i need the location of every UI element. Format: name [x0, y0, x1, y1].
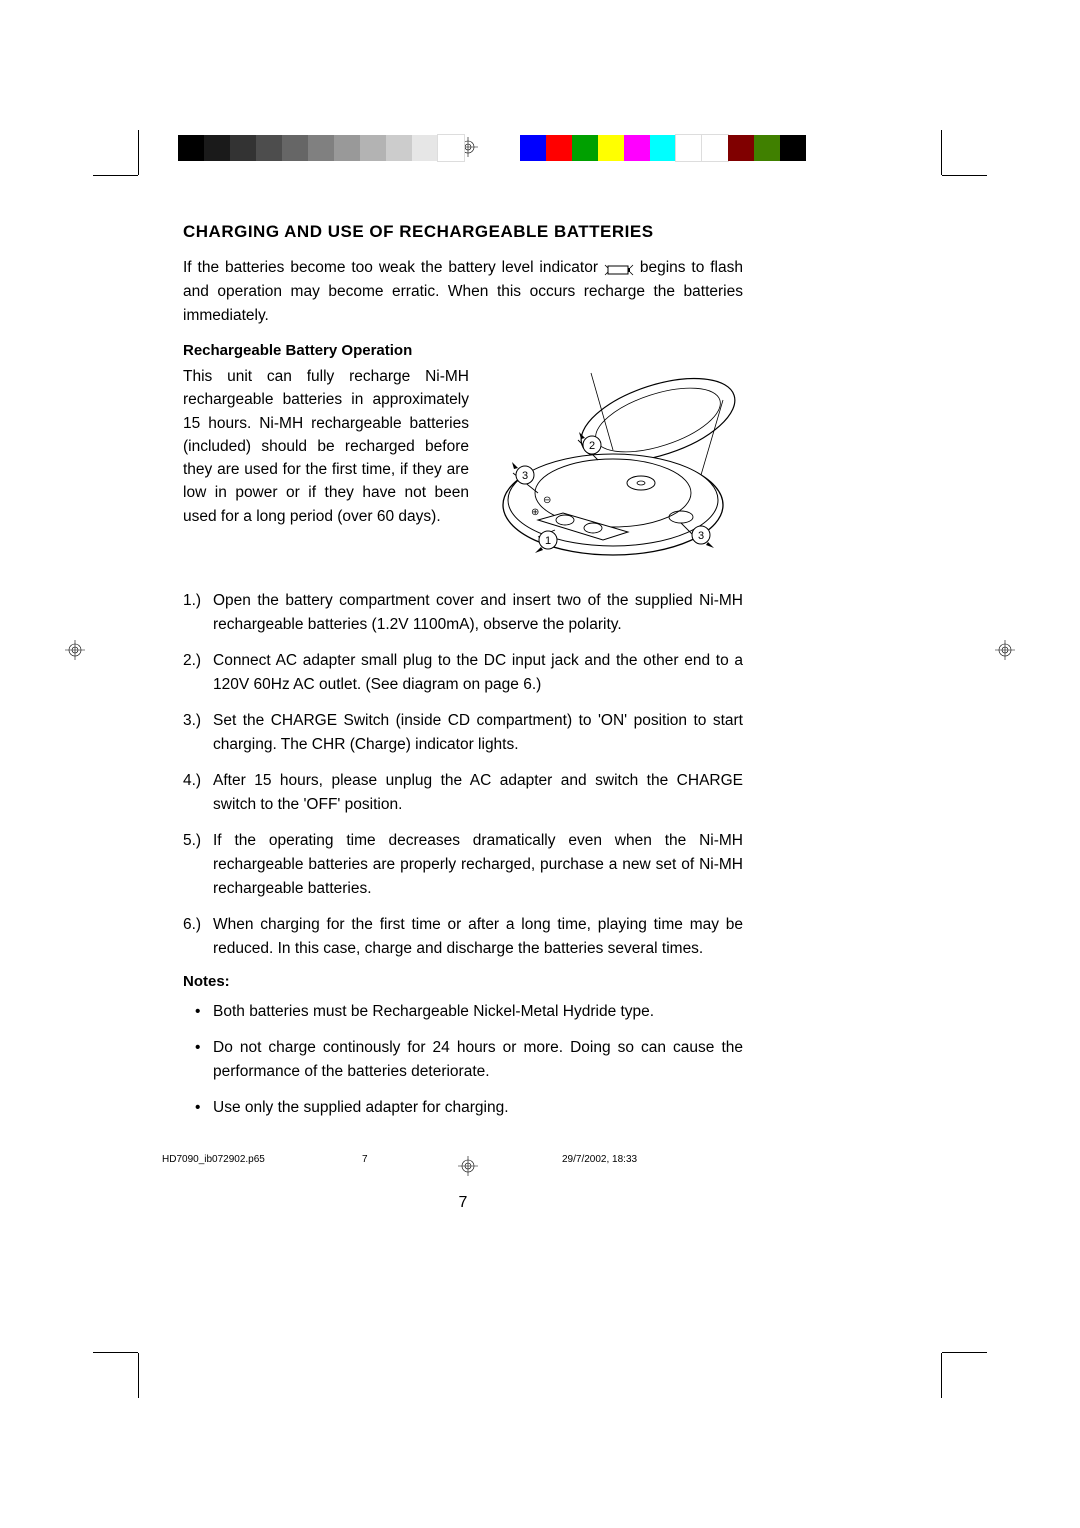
steps-list: Open the battery compartment cover and i… [183, 589, 743, 961]
section-title: CHARGING AND USE OF RECHARGEABLE BATTERI… [183, 222, 743, 242]
page-content: CHARGING AND USE OF RECHARGEABLE BATTERI… [183, 222, 743, 1132]
page-number: 7 [183, 1194, 743, 1212]
note-item: Both batteries must be Rechargeable Nick… [183, 1000, 743, 1024]
note-item: Use only the supplied adapter for chargi… [183, 1096, 743, 1120]
step-item: Set the CHARGE Switch (inside CD compart… [183, 709, 743, 757]
svg-text:3: 3 [698, 530, 704, 542]
step-item: Open the battery compartment cover and i… [183, 589, 743, 637]
grayscale-bar [178, 135, 464, 161]
step-item: When charging for the first time or afte… [183, 913, 743, 961]
crop-mark [942, 175, 987, 176]
crop-mark [942, 1352, 987, 1353]
footer-page: 7 [362, 1154, 462, 1165]
step-item: Connect AC adapter small plug to the DC … [183, 649, 743, 697]
svg-text:⊖: ⊖ [543, 495, 551, 506]
crop-mark [138, 130, 139, 175]
note-item: Do not charge continously for 24 hours o… [183, 1036, 743, 1084]
registration-mark-icon [995, 640, 1015, 660]
crop-mark [93, 175, 138, 176]
cd-player-diagram: ⊖ ⊕ 2 3 [483, 365, 743, 565]
notes-heading: Notes: [183, 973, 743, 990]
crop-mark [941, 1353, 942, 1398]
footer-filename: HD7090_ib072902.p65 [162, 1154, 362, 1165]
registration-mark-icon [65, 640, 85, 660]
crop-mark [138, 1353, 139, 1398]
print-footer: HD7090_ib072902.p65 7 29/7/2002, 18:33 [162, 1154, 782, 1165]
svg-text:1: 1 [545, 535, 551, 547]
crop-mark [941, 130, 942, 175]
svg-text:2: 2 [589, 440, 595, 452]
svg-text:⊕: ⊕ [531, 507, 539, 518]
footer-datetime: 29/7/2002, 18:33 [462, 1154, 782, 1165]
color-bar [520, 135, 806, 161]
step-item: After 15 hours, please unplug the AC ada… [183, 769, 743, 817]
battery-operation-text: This unit can fully recharge Ni-MH recha… [183, 365, 469, 565]
battery-indicator-icon [604, 261, 634, 275]
crop-mark [93, 1352, 138, 1353]
svg-text:3: 3 [522, 470, 528, 482]
subsection-title: Rechargeable Battery Operation [183, 342, 743, 359]
intro-paragraph: If the batteries become too weak the bat… [183, 256, 743, 328]
intro-pre: If the batteries become too weak the bat… [183, 259, 604, 276]
notes-list: Both batteries must be Rechargeable Nick… [183, 1000, 743, 1120]
step-item: If the operating time decreases dramatic… [183, 829, 743, 901]
